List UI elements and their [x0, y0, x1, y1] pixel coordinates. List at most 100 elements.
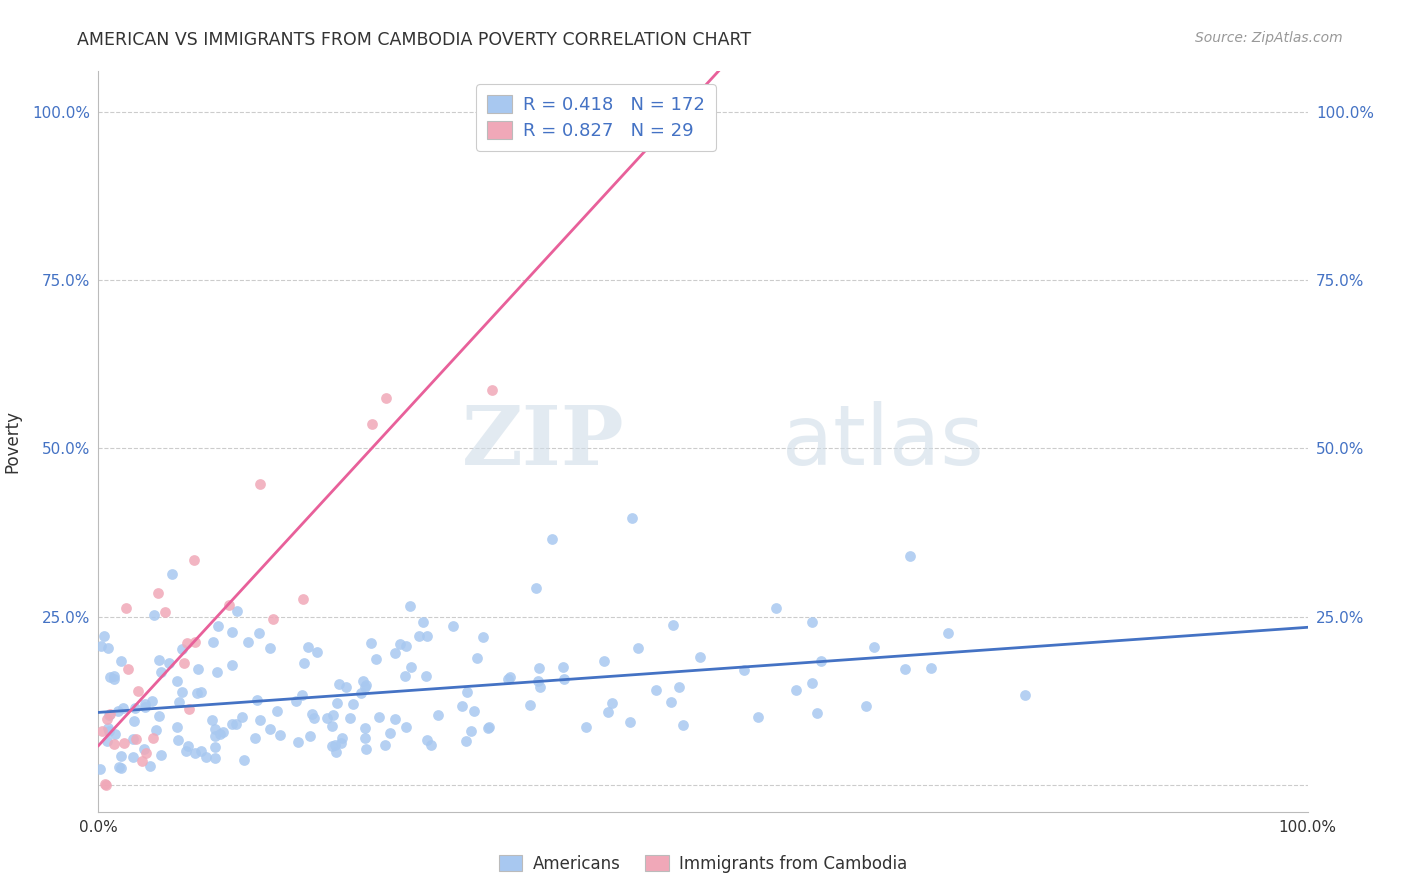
- Point: [527, 673, 550, 688]
- Point: [661, 618, 683, 632]
- Point: [465, 651, 488, 665]
- Point: [167, 733, 190, 747]
- Point: [408, 629, 430, 643]
- Point: [96, 712, 118, 726]
- Point: [321, 719, 343, 733]
- Point: [122, 750, 145, 764]
- Point: [330, 736, 353, 750]
- Point: [356, 678, 378, 692]
- Point: [145, 723, 167, 737]
- Point: [291, 688, 314, 702]
- Point: [153, 605, 176, 619]
- Point: [91, 724, 114, 739]
- Point: [894, 662, 917, 676]
- Point: [420, 738, 443, 752]
- Point: [477, 721, 499, 735]
- Point: [388, 637, 411, 651]
- Point: [249, 713, 271, 727]
- Point: [97, 723, 120, 738]
- Point: [806, 706, 828, 720]
- Point: [416, 733, 439, 747]
- Point: [541, 533, 564, 547]
- Point: [166, 673, 188, 688]
- Point: [354, 742, 377, 756]
- Point: [297, 640, 319, 654]
- Point: [374, 738, 396, 752]
- Point: [107, 704, 129, 718]
- Point: [177, 702, 200, 716]
- Point: [96, 734, 118, 748]
- Point: [202, 634, 225, 648]
- Point: [801, 675, 824, 690]
- Point: [456, 685, 478, 699]
- Point: [810, 654, 832, 668]
- Point: [177, 739, 200, 754]
- Point: [600, 696, 623, 710]
- Point: [292, 656, 315, 670]
- Point: [496, 672, 519, 686]
- Point: [122, 714, 145, 728]
- Point: [208, 727, 231, 741]
- Point: [132, 741, 155, 756]
- Point: [201, 713, 224, 727]
- Point: [367, 710, 389, 724]
- Point: [553, 672, 575, 686]
- Point: [125, 731, 148, 746]
- Point: [190, 744, 212, 758]
- Point: [204, 751, 226, 765]
- Point: [204, 729, 226, 743]
- Point: [450, 698, 472, 713]
- Point: [384, 646, 406, 660]
- Point: [225, 604, 247, 618]
- Point: [110, 654, 132, 668]
- Point: [122, 732, 145, 747]
- Point: [323, 738, 346, 752]
- Point: [135, 746, 157, 760]
- Point: [661, 695, 683, 709]
- Point: [112, 736, 135, 750]
- Point: [399, 599, 422, 613]
- Point: [384, 712, 406, 726]
- Point: [551, 660, 574, 674]
- Point: [134, 700, 156, 714]
- Point: [936, 626, 959, 640]
- Point: [733, 663, 755, 677]
- Point: [747, 710, 769, 724]
- Text: ZIP: ZIP: [461, 401, 624, 482]
- Point: [160, 566, 183, 581]
- Y-axis label: Poverty: Poverty: [3, 410, 21, 473]
- Point: [97, 722, 120, 736]
- Point: [247, 625, 270, 640]
- Point: [173, 657, 195, 671]
- Point: [481, 384, 503, 398]
- Point: [112, 700, 135, 714]
- Point: [325, 746, 347, 760]
- Point: [170, 685, 193, 699]
- Point: [149, 747, 172, 762]
- Point: [221, 716, 243, 731]
- Point: [218, 598, 240, 612]
- Point: [259, 722, 281, 736]
- Text: Source: ZipAtlas.com: Source: ZipAtlas.com: [1195, 31, 1343, 45]
- Point: [472, 630, 495, 644]
- Point: [94, 778, 117, 792]
- Point: [668, 681, 690, 695]
- Point: [301, 707, 323, 722]
- Point: [401, 659, 423, 673]
- Point: [169, 696, 191, 710]
- Point: [621, 511, 644, 525]
- Point: [157, 656, 180, 670]
- Point: [785, 682, 807, 697]
- Point: [596, 705, 619, 719]
- Point: [302, 710, 325, 724]
- Point: [454, 734, 477, 748]
- Point: [221, 624, 243, 639]
- Point: [89, 762, 111, 776]
- Point: [328, 677, 350, 691]
- Point: [1014, 689, 1036, 703]
- Point: [354, 721, 377, 735]
- Point: [354, 731, 377, 746]
- Point: [350, 686, 373, 700]
- Point: [284, 694, 307, 708]
- Point: [238, 634, 260, 648]
